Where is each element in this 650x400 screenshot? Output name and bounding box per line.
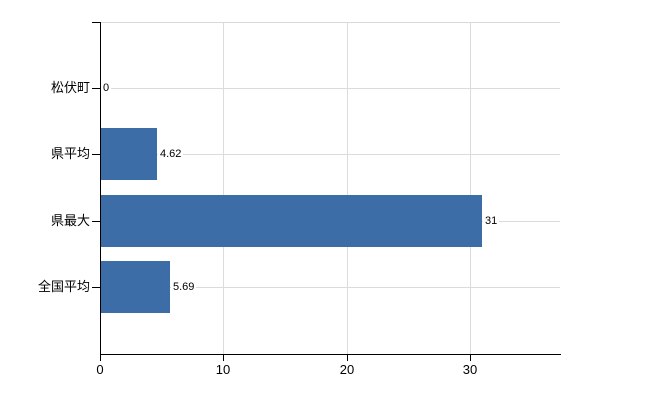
category-label: 県平均 xyxy=(50,146,90,161)
value-label: 4.62 xyxy=(158,147,184,161)
category-label: 松伏町 xyxy=(50,80,90,95)
bar xyxy=(101,195,482,247)
bar xyxy=(101,261,170,313)
vertical-gridline xyxy=(223,22,224,354)
horizontal-gridline xyxy=(101,88,560,89)
value-label: 0 xyxy=(101,81,112,95)
category-label: 県最大 xyxy=(50,213,90,228)
vertical-gridline xyxy=(470,22,471,354)
bar xyxy=(101,128,157,180)
category-tick xyxy=(92,88,100,89)
x-axis-tick xyxy=(100,355,101,361)
y-axis-line xyxy=(100,22,101,355)
category-tick xyxy=(92,287,100,288)
x-axis-tick xyxy=(470,355,471,361)
x-axis-tick xyxy=(223,355,224,361)
x-axis-line xyxy=(100,354,561,355)
x-tick-label: 10 xyxy=(215,362,231,377)
x-tick-label: 20 xyxy=(339,362,355,377)
vertical-gridline xyxy=(347,22,348,354)
x-tick-label: 30 xyxy=(462,362,478,377)
value-label: 31 xyxy=(483,214,500,228)
category-label: 全国平均 xyxy=(37,279,90,294)
x-axis-tick xyxy=(347,355,348,361)
x-tick-label: 0 xyxy=(96,362,104,377)
category-tick xyxy=(92,154,100,155)
plot-top-border xyxy=(100,22,560,23)
horizontal-gridline xyxy=(101,287,560,288)
axis-top-cap-tick xyxy=(92,22,100,23)
category-tick xyxy=(92,221,100,222)
horizontal-gridline xyxy=(101,154,560,155)
value-label: 5.69 xyxy=(171,280,197,294)
